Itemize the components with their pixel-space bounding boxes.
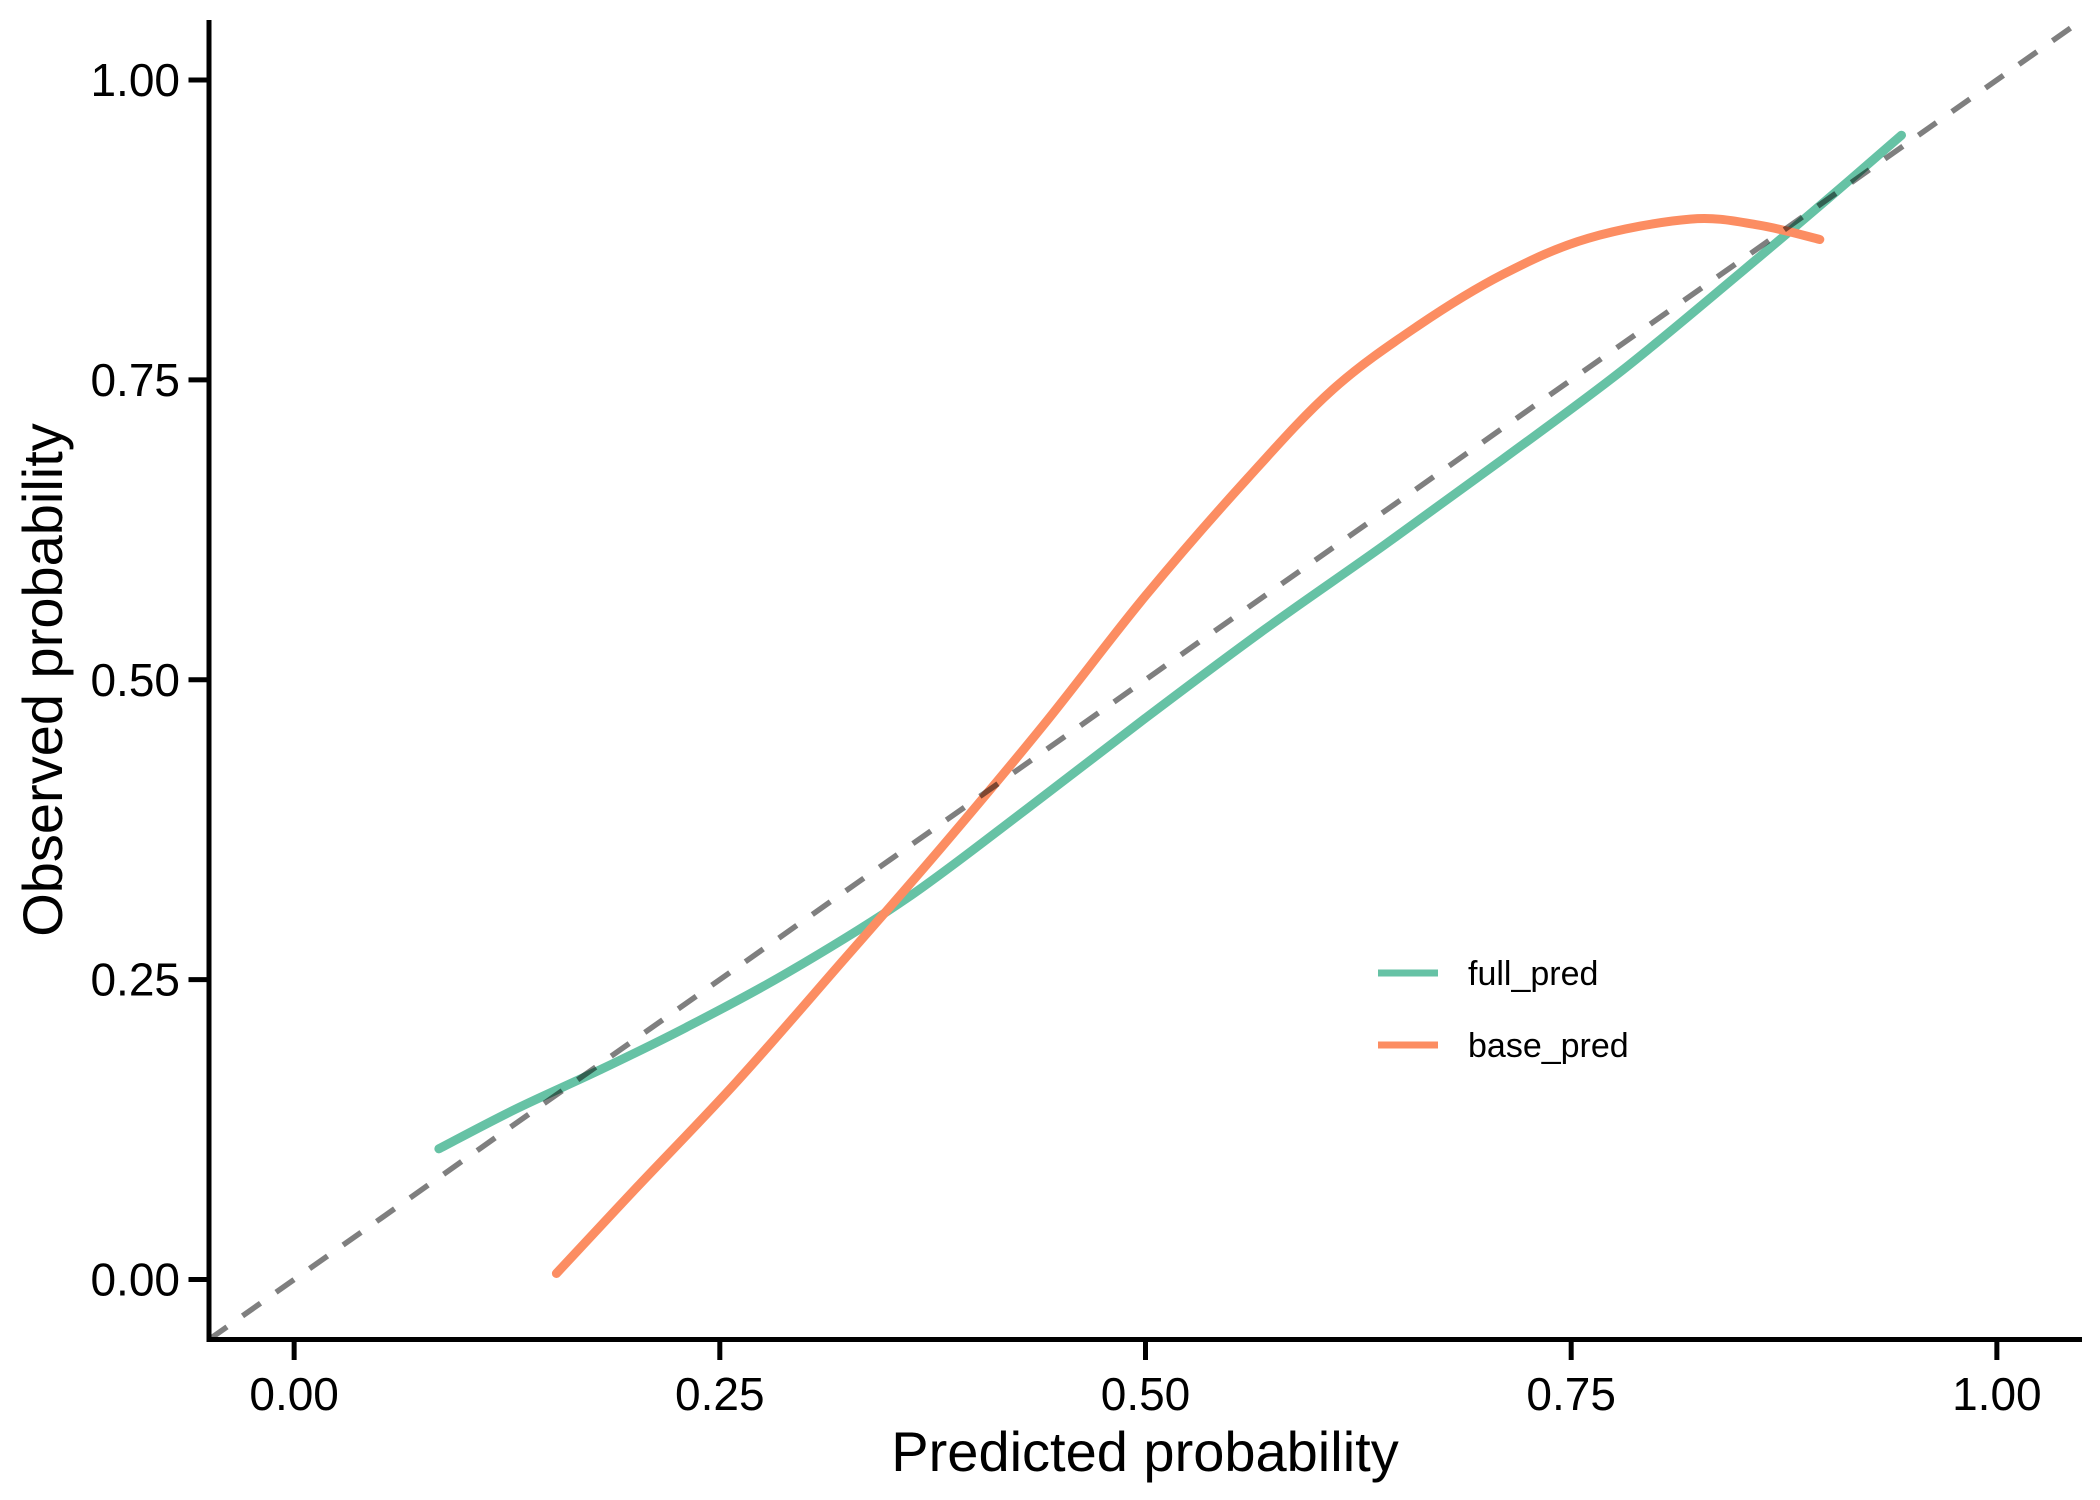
legend-label-full_pred: full_pred (1468, 955, 1598, 993)
identity-reference-line (207, 17, 2084, 1342)
y-axis-ticks: 0.00 0.25 0.50 0.75 1.00 (90, 54, 207, 1306)
curve-base_pred (551, 214, 1825, 1278)
curve-full_pred (434, 130, 1906, 1154)
x-tick-label: 0.00 (249, 1368, 339, 1420)
y-axis-title: Observed probability (11, 423, 74, 937)
x-tick-label: 1.00 (1952, 1368, 2042, 1420)
x-tick-label: 0.50 (1101, 1368, 1191, 1420)
y-tick-label: 0.00 (90, 1254, 180, 1306)
y-tick-label: 1.00 (90, 54, 180, 106)
y-tick-label: 0.50 (90, 654, 180, 706)
y-tick-label: 0.75 (90, 354, 180, 406)
series-group (434, 130, 1906, 1278)
y-tick-label: 0.25 (90, 954, 180, 1006)
legend-label-base_pred: base_pred (1468, 1027, 1629, 1065)
x-tick-label: 0.25 (675, 1368, 765, 1420)
x-axis-title: Predicted probability (891, 1420, 1398, 1483)
x-axis-ticks: 0.00 0.25 0.50 0.75 1.00 (249, 1342, 2042, 1420)
x-tick-label: 0.75 (1526, 1368, 1616, 1420)
reference-line-group (207, 17, 2084, 1342)
axes-group (206, 20, 2082, 1342)
legend: full_pred base_pred (1378, 955, 1629, 1065)
